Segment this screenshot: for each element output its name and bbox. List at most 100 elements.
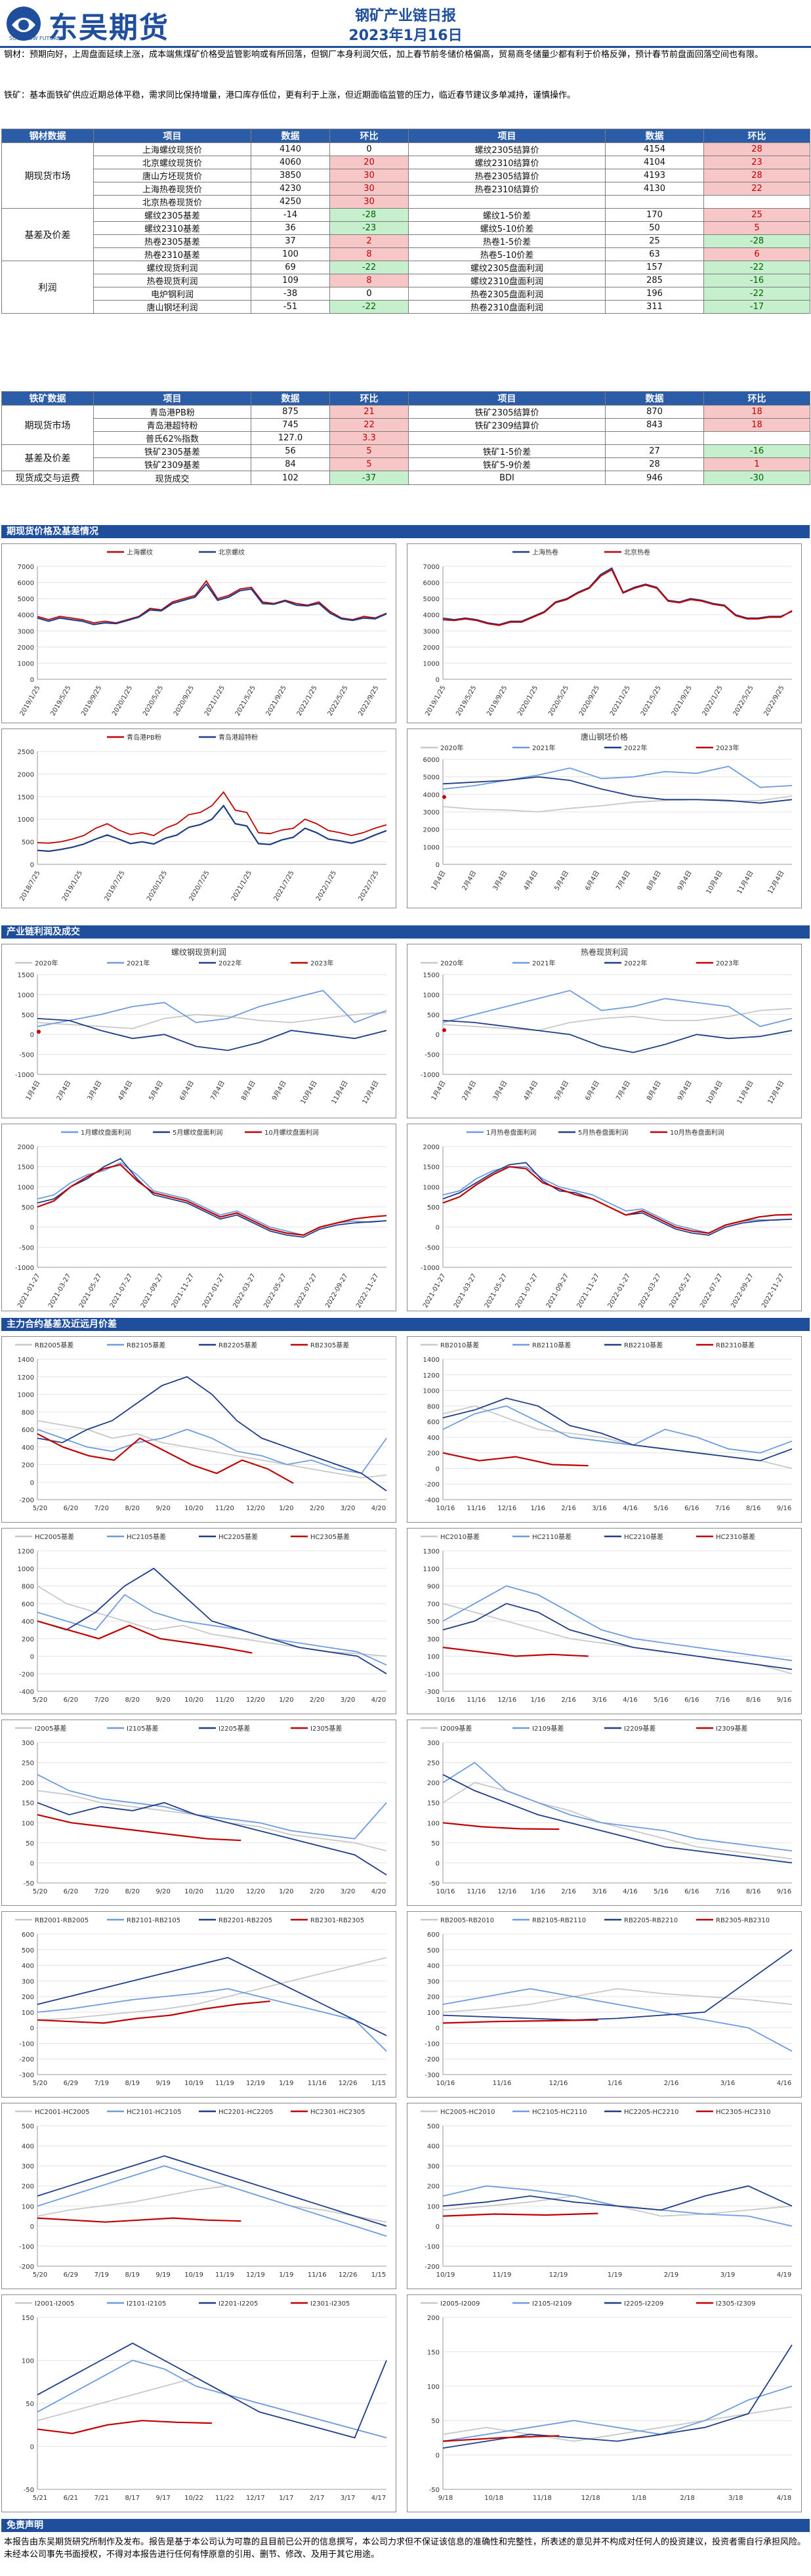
chart-title: 螺纹钢现货利润 xyxy=(171,947,226,957)
x-tick-label: 2/16 xyxy=(664,2080,678,2087)
series-line xyxy=(442,1452,589,1467)
y-tick-label: 1200 xyxy=(18,1374,34,1382)
y-tick-label: 2000 xyxy=(423,1144,440,1151)
legend-label: 2023年 xyxy=(716,744,739,752)
series-line xyxy=(442,2435,560,2442)
y-tick-label: 100 xyxy=(427,1654,440,1661)
series-line xyxy=(37,791,387,844)
value-cell: 870 xyxy=(605,405,704,419)
legend-label: I2205-I2209 xyxy=(624,2300,663,2308)
y-tick-label: 1500 xyxy=(18,794,34,801)
series-line xyxy=(442,1782,793,1860)
y-tick-label: 6000 xyxy=(18,580,34,587)
item-cell: 螺纹2305结算价 xyxy=(408,142,606,156)
legend-label: 1月螺纹盘面利润 xyxy=(81,1128,131,1137)
series-line xyxy=(442,2019,598,2024)
x-tick-label: 3/17 xyxy=(341,2495,355,2502)
item-cell: BDI xyxy=(408,471,606,485)
value-cell: 4154 xyxy=(605,142,704,156)
table-row: 螺纹2310基差 36 -23 螺纹5-10价差 50 5 xyxy=(2,221,810,235)
summary-steel: 钢材：预期向好，上周盘面延续上涨，成本端焦煤矿价格受监管影响或有所回落，但钢厂本… xyxy=(4,50,764,60)
x-tick-label: 10/19 xyxy=(184,2271,203,2279)
legend-label: I2301-I2305 xyxy=(310,2300,350,2308)
series-line xyxy=(37,1376,387,1492)
x-tick-label: 11月4日 xyxy=(736,870,755,896)
series-line xyxy=(442,765,793,790)
y-tick-label: 100 xyxy=(427,2203,440,2210)
change-cell: -16 xyxy=(703,274,810,287)
x-tick-label: 3/18 xyxy=(728,2495,743,2502)
value-cell: 84 xyxy=(251,457,330,471)
x-tick-label: 2022/9/25 xyxy=(357,685,380,717)
x-tick-label: 8月4日 xyxy=(645,870,663,892)
series-line xyxy=(37,1158,387,1238)
x-tick-label: 8/16 xyxy=(746,1697,760,1704)
series-line xyxy=(442,1020,793,1053)
y-tick-label: 200 xyxy=(22,1994,34,2001)
y-tick-label: 250 xyxy=(22,1760,34,1767)
table-row: 北京螺纹现货价 4060 20 螺纹2310结算价 4104 23 xyxy=(2,156,810,169)
x-tick-label: 2020/1/25 xyxy=(146,870,169,902)
legend-label: 青岛港PB粉 xyxy=(127,733,161,742)
value-cell: 63 xyxy=(605,247,704,261)
table-group-label: 基差及价差 xyxy=(1,208,94,261)
series-line xyxy=(37,990,387,1027)
value-cell: 50 xyxy=(605,221,704,235)
section-price-basis: 期现货价格及基差情况 xyxy=(1,525,810,538)
series-line xyxy=(37,1956,387,2021)
section-spread: 主力合约基差及近远月价差 xyxy=(1,1318,810,1331)
y-tick-label: 0 xyxy=(30,1032,34,1039)
legend-label: HC2010基差 xyxy=(440,1532,480,1541)
y-tick-label: 1000 xyxy=(18,816,34,824)
item-cell: 唐山方坯现货价 xyxy=(93,169,251,182)
chart-c11: HC2005基差 HC2105基差 HC2205基差 HC2305基差 -400 -200… xyxy=(1,1528,396,1714)
y-tick-label: -500 xyxy=(19,1244,34,1252)
value-cell: 4140 xyxy=(251,142,330,156)
value-cell: 170 xyxy=(605,208,704,222)
item-cell: 北京螺纹现货价 xyxy=(93,156,251,169)
value-cell: 4230 xyxy=(251,182,330,196)
y-tick-label: 200 xyxy=(22,2184,34,2191)
series-line xyxy=(37,1567,387,1675)
x-tick-label: 11/18 xyxy=(533,2495,552,2502)
x-tick-label: 10/20 xyxy=(184,1505,203,1512)
change-cell: -17 xyxy=(703,300,810,314)
x-tick-label: 11/20 xyxy=(215,1697,234,1704)
y-tick-label: -1000 xyxy=(421,1265,440,1272)
x-tick-label: 7/16 xyxy=(715,1888,730,1895)
y-tick-label: 0 xyxy=(436,677,440,684)
chart-c17: HC2001-HC2005 HC2101-HC2105 HC2201-HC2205 H… xyxy=(1,2103,396,2289)
y-tick-label: -50 xyxy=(429,1880,440,1888)
legend-label: 2021年 xyxy=(532,744,555,752)
change-cell: 8 xyxy=(329,274,409,287)
item-cell: 上海热卷现货价 xyxy=(93,182,251,196)
change-cell: 18 xyxy=(703,405,810,419)
item-cell: 铁矿2309结算价 xyxy=(408,418,606,432)
legend-label: 2021年 xyxy=(127,959,150,967)
y-tick-label: 1000 xyxy=(18,1392,34,1399)
chart-svg: 唐山钢坯价格 2020年 2021年 2022年 2023年 0 1000 2000 3000 4… xyxy=(421,732,793,896)
value-cell: 4250 xyxy=(251,195,330,209)
series-line xyxy=(442,1166,793,1235)
x-tick-label: 3/16 xyxy=(592,1888,606,1895)
legend-label: HC2301-HC2305 xyxy=(310,2109,365,2116)
y-tick-label: 0 xyxy=(436,2453,440,2460)
change-cell: 22 xyxy=(703,182,810,196)
y-tick-label: 500 xyxy=(22,2123,34,2130)
series-line xyxy=(37,1988,387,2052)
y-tick-label: 150 xyxy=(22,1800,34,1807)
legend-label: 2022年 xyxy=(624,744,647,752)
x-tick-label: 7/19 xyxy=(94,2271,109,2279)
table-row: 期现货市场 青岛港PB粉 875 21 铁矿2305结算价 870 18 xyxy=(1,405,810,445)
legend-label: I2005-I2009 xyxy=(440,2300,480,2308)
x-tick-label: 12/19 xyxy=(246,2271,265,2279)
item-cell: 唐山钢坯利润 xyxy=(93,300,251,314)
x-tick-label: 4/18 xyxy=(777,2495,791,2502)
table-header-cell: 钢材数据 xyxy=(1,129,94,143)
x-tick-label: 12/20 xyxy=(246,1505,265,1512)
x-tick-label: 3月4日 xyxy=(491,870,509,892)
chart-c7: 1月螺纹盘面利润 5月螺纹盘面利润 10月螺纹盘面利润 -1000 -500 0 500 10… xyxy=(1,1124,396,1311)
y-tick-label: 3000 xyxy=(423,809,440,816)
item-cell: 热卷2310结算价 xyxy=(408,182,606,196)
x-tick-label: 6/20 xyxy=(64,1697,78,1704)
